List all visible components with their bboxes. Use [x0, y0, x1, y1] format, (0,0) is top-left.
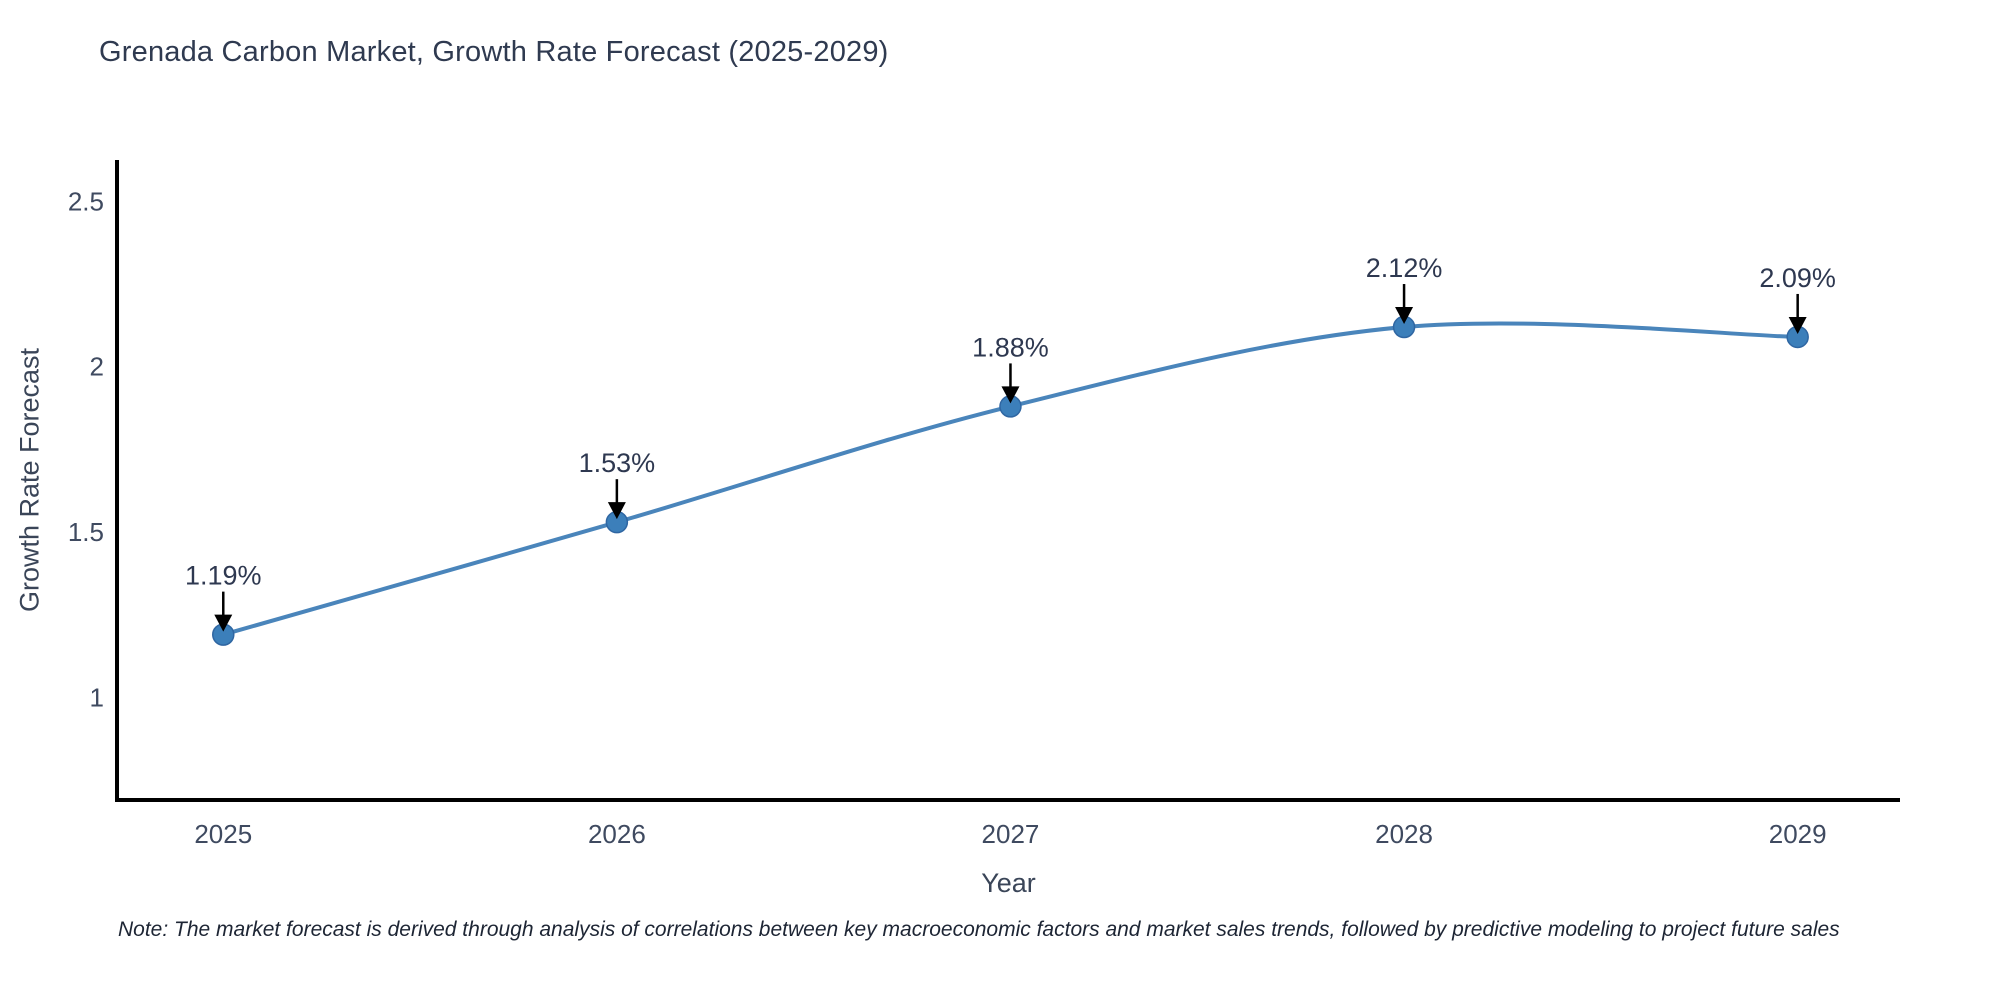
data-point-label: 1.19%	[185, 561, 262, 591]
annotation-arrowhead-icon	[607, 502, 626, 520]
x-tick-label: 2028	[1375, 819, 1433, 849]
x-axis-tick-labels: 2025 2026 2027 2028 2029	[194, 819, 1826, 849]
annotation-arrowhead-icon	[1788, 316, 1807, 334]
data-point-label: 1.53%	[579, 448, 656, 478]
y-tick-label: 1	[90, 682, 104, 712]
x-axis-title: Year	[981, 868, 1036, 898]
chart-title: Grenada Carbon Market, Growth Rate Forec…	[99, 36, 889, 68]
y-tick-label: 2.5	[68, 186, 104, 216]
data-point-label: 2.09%	[1759, 263, 1836, 293]
y-axis-tick-labels: 1 1.5 2 2.5	[68, 186, 104, 712]
data-point-label: 2.12%	[1366, 253, 1443, 283]
point-annotations: 1.19% 1.53% 1.88% 2.12% 2.09%	[185, 253, 1836, 632]
y-tick-label: 1.5	[68, 517, 104, 547]
data-point-label: 1.88%	[972, 332, 1049, 362]
annotation-arrowhead-icon	[1001, 386, 1020, 404]
x-tick-label: 2029	[1769, 819, 1827, 849]
annotation-arrowhead-icon	[214, 614, 233, 632]
footnote: Note: The market forecast is derived thr…	[118, 918, 1840, 941]
axis-lines	[115, 160, 1900, 802]
x-tick-label: 2027	[982, 819, 1040, 849]
annotation-arrowhead-icon	[1395, 307, 1414, 325]
axis-spines	[115, 160, 1900, 802]
y-tick-label: 2	[90, 352, 104, 382]
x-tick-label: 2026	[588, 819, 646, 849]
x-tick-label: 2025	[194, 819, 252, 849]
